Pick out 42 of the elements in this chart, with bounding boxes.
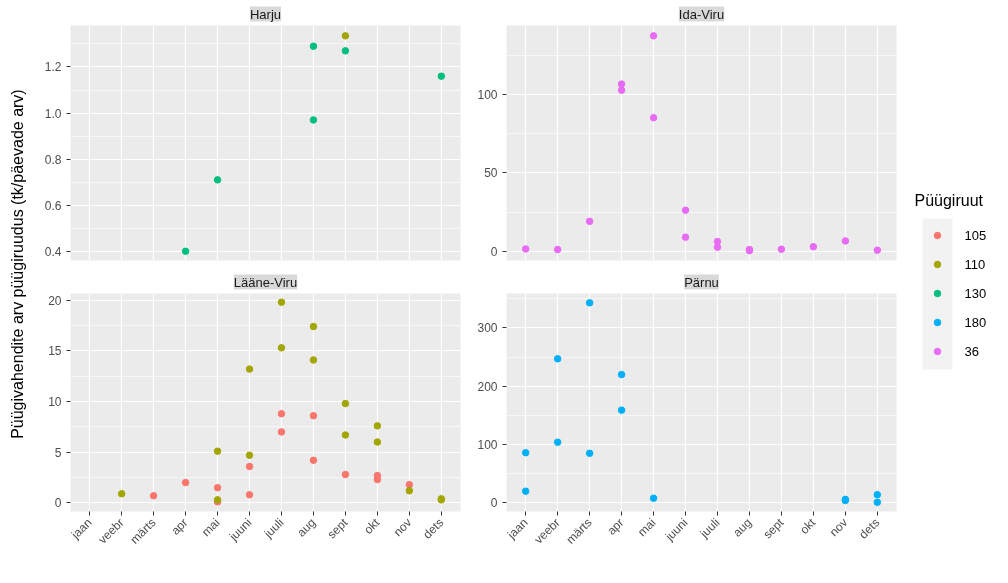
y-tick-label: 0 (490, 244, 498, 259)
x-tick-label: sept (324, 515, 351, 542)
y-tick-label: 0.4 (44, 244, 62, 259)
legend-label: 130 (964, 286, 987, 301)
y-tick-label: 1.2 (44, 60, 62, 75)
y-tick-label: 15 (48, 344, 62, 359)
x-tick-label: okt (361, 515, 383, 537)
y-tick-label: 10 (48, 395, 62, 410)
y-tick-label: 300 (477, 321, 498, 336)
x-tick-label: apr (168, 515, 191, 538)
x-tick-label: nov (826, 515, 851, 540)
legend-label: 36 (964, 344, 979, 359)
y-tick-label: 20 (48, 293, 62, 308)
x-tick-label: okt (797, 515, 819, 537)
chart-title: Ida-Viru (678, 6, 725, 22)
y-tick-label: 5 (54, 445, 62, 460)
x-tick-label: aug (294, 515, 319, 540)
y-tick-label: 200 (477, 379, 498, 394)
x-tick-label: apr (604, 515, 627, 538)
legend-label: 110 (964, 257, 986, 272)
y-tick-label: 0.8 (44, 152, 62, 167)
x-tick-label: mai (198, 515, 223, 540)
y-tick-label: 100 (477, 438, 498, 453)
legend-label: 180 (964, 315, 987, 330)
y-tick-label: 0 (490, 496, 498, 511)
chart-title: Lääne-Viru (233, 274, 298, 290)
x-tick-label: mai (634, 515, 659, 540)
x-tick-label: dets (856, 515, 883, 542)
x-tick-label: nov (390, 515, 415, 540)
y-tick-label: 1.0 (44, 106, 62, 121)
legend-label: 105 (964, 228, 987, 243)
x-tick-label: sept (760, 515, 787, 542)
y-tick-label: 100 (477, 88, 498, 103)
y-tick-label: 0 (54, 496, 62, 511)
y-tick-label: 50 (484, 166, 498, 181)
chart-title: Harju (249, 6, 282, 22)
y-tick-label: 0.6 (44, 198, 62, 213)
chart-title: Pärnu (684, 274, 719, 290)
legend-title: Püügiruut (914, 192, 984, 209)
y-axis-title: Püügivahendite arv püügiruudus (tk/päevade arv) (8, 89, 26, 439)
x-tick-label: aug (730, 515, 755, 540)
x-tick-label: dets (420, 515, 447, 542)
